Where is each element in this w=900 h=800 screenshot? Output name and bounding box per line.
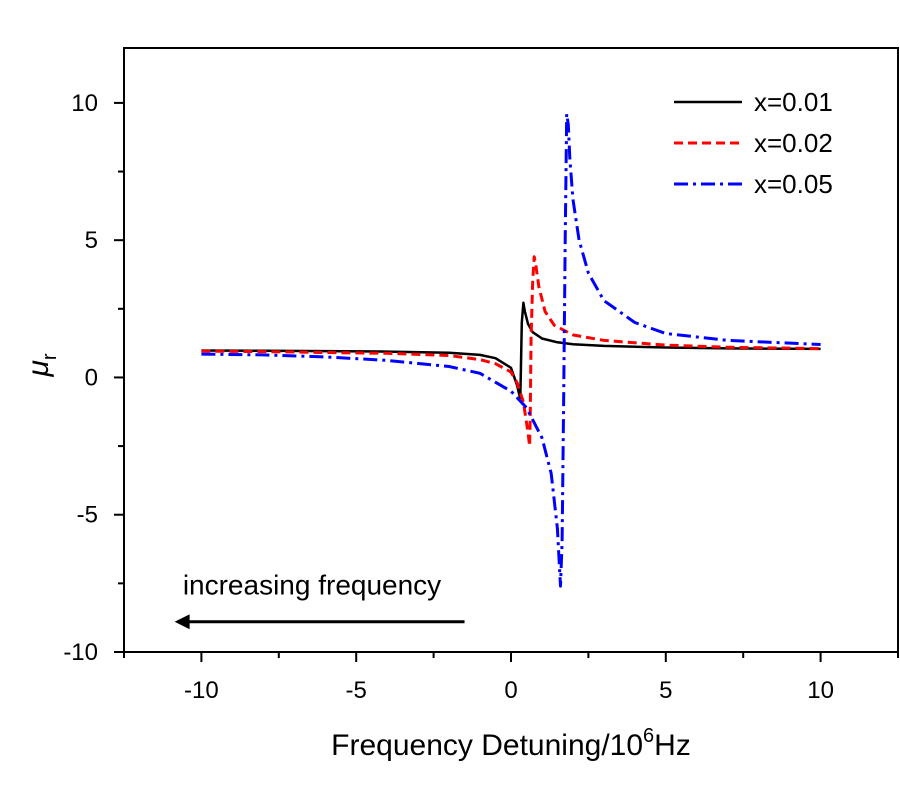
x-axis-ticks: -10 -5 0 5 10 (123, 652, 899, 704)
legend: x=0.01 x=0.02 x=0.05 (674, 87, 833, 199)
x-axis-title-unit: Hz (654, 729, 691, 762)
x-axis-title-superscript: 6 (643, 725, 654, 747)
y-axis-title: μr (22, 353, 61, 377)
legend-label-x001: x=0.01 (754, 87, 833, 117)
annotation: increasing frequency (174, 569, 465, 630)
x-tick-label: -5 (346, 677, 367, 704)
y-axis-title-symbol: μ (22, 360, 55, 377)
y-tick-label: 5 (85, 227, 98, 254)
legend-label-x002: x=0.02 (754, 128, 833, 158)
x-tick-label: 5 (659, 677, 672, 704)
x-axis-title-main: Frequency Detuning/10 (331, 729, 643, 762)
series-layer (201, 112, 821, 588)
x-tick-label: 10 (807, 677, 834, 704)
series-line-0 (201, 301, 821, 400)
y-tick-label: -5 (77, 502, 98, 529)
legend-label-x005: x=0.05 (754, 169, 833, 199)
x-tick-label: 0 (504, 677, 517, 704)
y-axis-title-subscript: r (39, 353, 61, 360)
y-axis-ticks: -10 -5 0 5 10 (63, 90, 124, 666)
series-line-2 (201, 112, 821, 588)
y-tick-label: 0 (85, 364, 98, 391)
y-tick-label: 10 (71, 90, 98, 117)
y-tick-label: -10 (63, 639, 98, 666)
x-axis-title: Frequency Detuning/106Hz (331, 725, 691, 762)
x-tick-label: -10 (184, 677, 219, 704)
annotation-text: increasing frequency (183, 569, 441, 600)
series-line-1 (201, 255, 821, 448)
